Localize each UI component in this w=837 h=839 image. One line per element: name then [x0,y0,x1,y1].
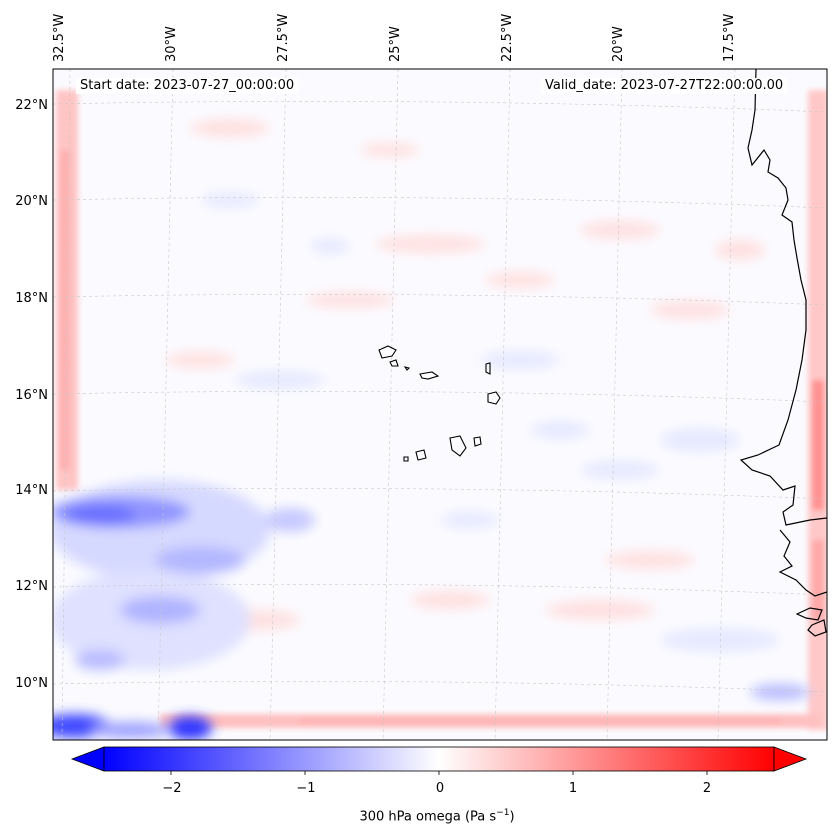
colorbar-max-extend [773,746,808,772]
lat-label: 12°N [15,579,48,594]
positive-blobs [165,119,765,630]
colorbar [70,746,808,775]
lon-label: 30°W [164,26,179,62]
boundary-red-bands [56,90,827,730]
negative-blobs-strong [53,480,810,740]
lat-label: 16°N [15,388,48,403]
map-frame [52,68,828,741]
colorbar-label-sup: −1 [496,808,510,818]
cape-verde-islands [378,345,501,462]
lon-label: 25°W [388,26,403,62]
coastline [739,69,827,637]
colorbar-label-main: 300 hPa omega (Pa s [359,809,497,825]
graticule [53,69,827,740]
lon-label: 17.5°W [722,13,737,62]
lon-label: 20°W [611,26,626,62]
omega-field [53,69,827,740]
colorbar-tick-label: −1 [296,781,316,796]
colorbar-label-end: ) [509,809,515,825]
colorbar-label: 300 hPa omega (Pa s−1) [0,808,837,824]
start-date: Start date: 2023-07-27_00:00:00 [76,78,299,94]
lat-label: 14°N [15,483,48,498]
colorbar-min-extend [70,746,105,772]
colorbar-tick-label: 1 [568,781,578,796]
colorbar-tick-label: −2 [162,781,182,796]
lon-label: 32.5°W [52,13,67,62]
lat-label: 22°N [15,98,48,113]
negative-blobs-light [200,193,780,652]
colorbar-gradient [103,746,775,772]
lat-label: 20°N [15,194,48,209]
valid-date: Valid_date: 2023-07-27T22:00:00.00 [541,78,788,94]
lat-label: 18°N [15,291,48,306]
lon-label: 22.5°W [500,13,515,62]
lat-label: 10°N [15,676,48,691]
colorbar-tick-label: 2 [702,781,712,796]
lon-label: 27.5°W [276,13,291,62]
colorbar-tick-label: 0 [435,781,445,796]
